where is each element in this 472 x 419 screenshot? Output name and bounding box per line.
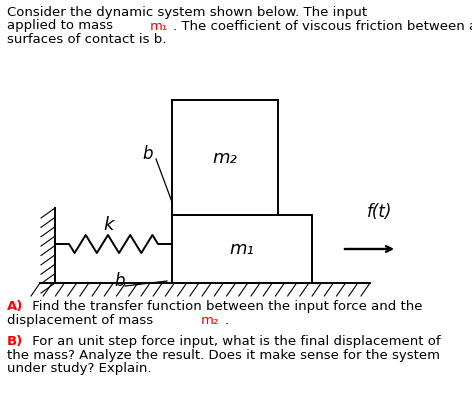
Text: surfaces of contact is b.: surfaces of contact is b. xyxy=(7,33,166,46)
Text: m₁: m₁ xyxy=(229,240,254,258)
Text: k: k xyxy=(103,216,114,234)
Text: For an unit step force input, what is the final displacement of: For an unit step force input, what is th… xyxy=(28,335,440,348)
Bar xyxy=(172,100,278,215)
Bar xyxy=(172,215,312,283)
Text: m₂: m₂ xyxy=(201,313,219,326)
Text: A): A) xyxy=(7,300,24,313)
Text: Find the transfer function between the input force and the: Find the transfer function between the i… xyxy=(28,300,422,313)
Text: .: . xyxy=(225,313,229,326)
Text: b: b xyxy=(143,145,153,163)
Text: m₂: m₂ xyxy=(212,148,237,166)
Text: applied to mass: applied to mass xyxy=(7,20,117,33)
Text: f(t): f(t) xyxy=(367,203,392,221)
Text: b: b xyxy=(115,272,125,290)
Text: Consider the dynamic system shown below. The input: Consider the dynamic system shown below.… xyxy=(7,6,371,19)
Text: displacement of mass: displacement of mass xyxy=(7,313,157,326)
Text: m₁: m₁ xyxy=(149,20,168,33)
Text: the mass? Analyze the result. Does it make sense for the system: the mass? Analyze the result. Does it ma… xyxy=(7,349,440,362)
Text: under study? Explain.: under study? Explain. xyxy=(7,362,152,375)
Text: . The coefficient of viscous friction between all: . The coefficient of viscous friction be… xyxy=(173,20,472,33)
Text: B): B) xyxy=(7,335,23,348)
